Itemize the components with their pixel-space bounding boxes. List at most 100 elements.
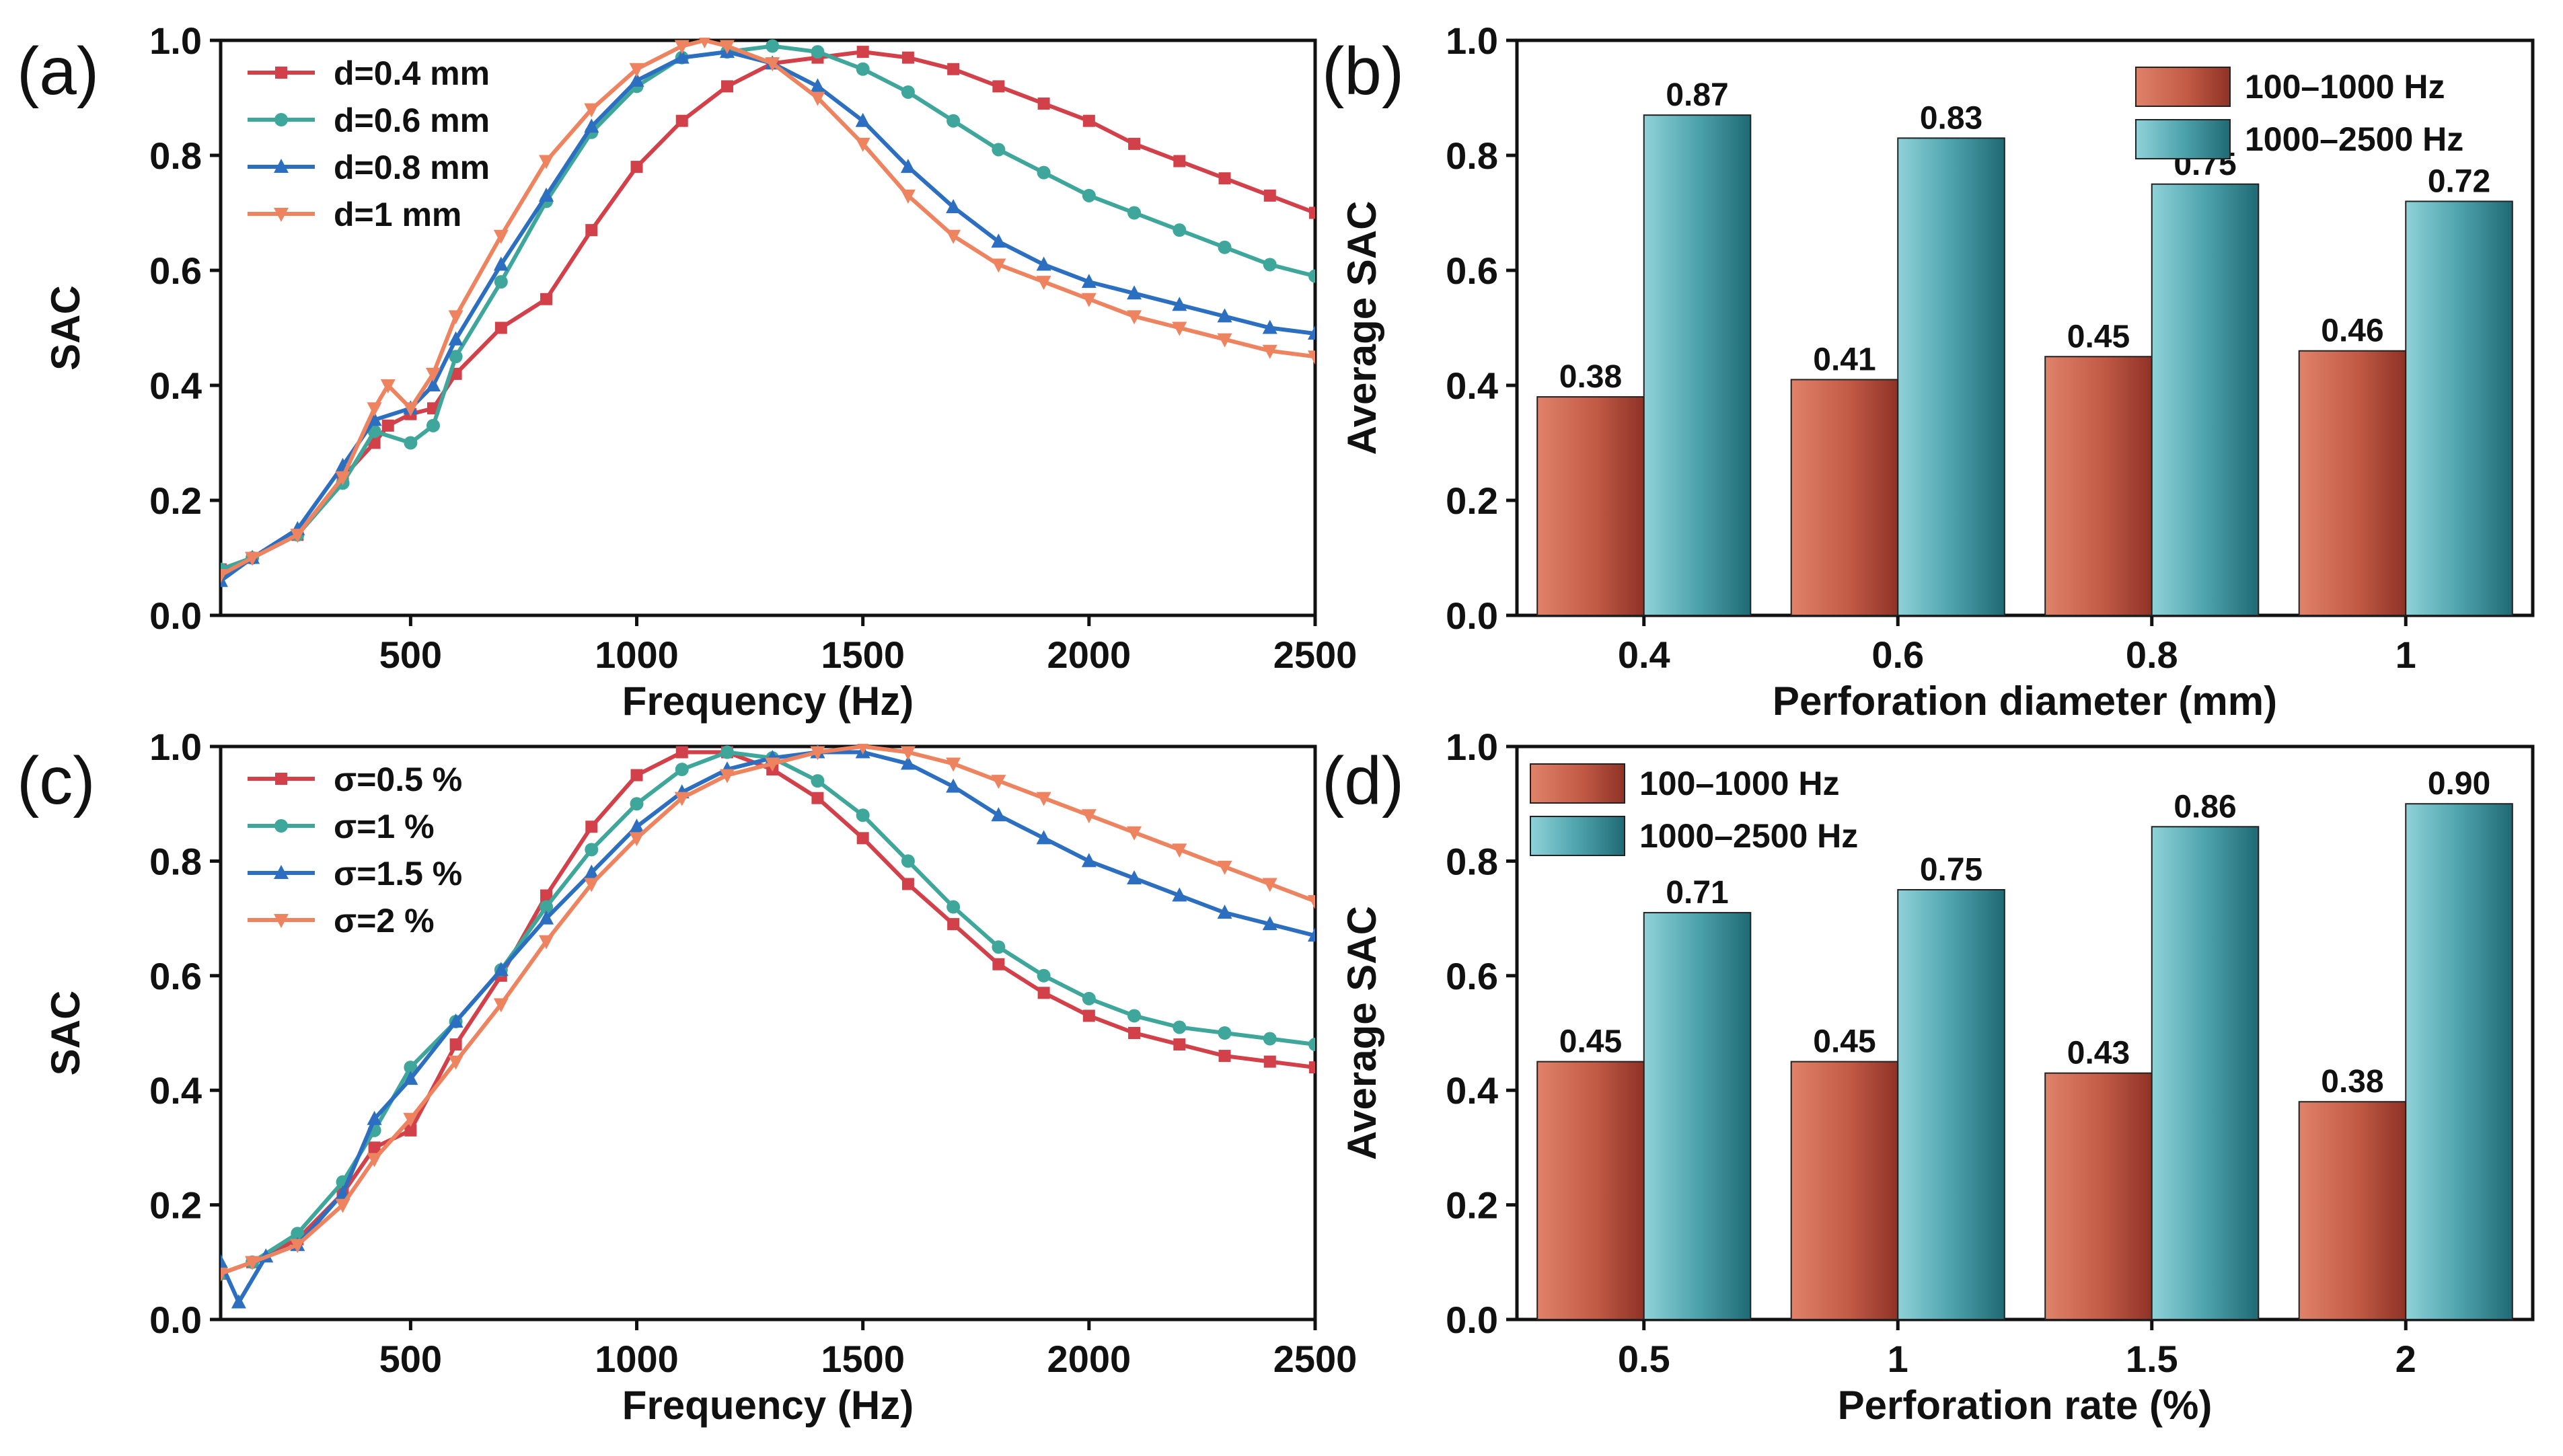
data-point (584, 103, 599, 118)
x-tick-label: 1500 (821, 634, 905, 676)
x-tick-label: 0.8 (2126, 634, 2178, 676)
data-point (404, 1124, 417, 1137)
data-point (1263, 1032, 1277, 1046)
x-tick-label: 0.4 (1618, 634, 1670, 676)
data-point (1127, 826, 1142, 841)
bar (1790, 379, 1899, 616)
data-point (1262, 319, 1277, 334)
bar (2151, 183, 2260, 616)
data-point (1218, 240, 1232, 254)
data-point (449, 350, 463, 364)
data-point (991, 233, 1006, 248)
data-point (585, 820, 598, 833)
data-point (1217, 308, 1232, 323)
data-point (1173, 1038, 1186, 1051)
data-point (1082, 991, 1096, 1005)
data-point (765, 757, 780, 772)
data-point (493, 962, 509, 976)
data-point (720, 745, 734, 759)
data-point (540, 293, 553, 305)
data-point (231, 1294, 246, 1309)
x-tick-label: 500 (379, 634, 442, 676)
legend-swatch (1530, 763, 1625, 804)
data-point (719, 769, 735, 783)
data-point (1308, 325, 1315, 340)
legend-entry: σ=2 % (334, 902, 435, 940)
y-tick-label: 0.6 (149, 250, 202, 292)
bar-value-label: 0.83 (1920, 100, 1982, 136)
data-point (403, 1112, 418, 1127)
data-point (1037, 98, 1050, 110)
data-point (1081, 274, 1097, 289)
data-point (675, 114, 688, 127)
x-tick-label: 0.6 (1871, 634, 1924, 676)
data-point (900, 159, 916, 174)
legend-entry: σ=1.5 % (334, 855, 462, 892)
data-point (720, 80, 733, 93)
bar (2044, 1072, 2153, 1320)
data-point (380, 379, 396, 393)
data-point (630, 797, 644, 811)
y-tick-label: 1.0 (149, 726, 202, 768)
data-point (1218, 1026, 1232, 1040)
bar-value-label: 0.71 (1666, 875, 1728, 911)
data-point (1262, 344, 1277, 359)
data-point (1308, 269, 1315, 283)
bar (1790, 1061, 1899, 1320)
x-tick-label: 1500 (821, 1338, 905, 1380)
data-point (946, 198, 961, 213)
y-tick-label: 1.0 (1446, 20, 1498, 62)
y-tick-label: 0.0 (149, 1299, 202, 1341)
bar (2151, 826, 2260, 1320)
x-tick-label: 1000 (595, 1338, 679, 1380)
data-point (1127, 285, 1142, 300)
series-group (221, 38, 1315, 587)
x-tick-label: 2 (2395, 1338, 2416, 1380)
x-tick-label: 1.5 (2126, 1338, 2178, 1380)
data-point (630, 769, 643, 781)
y-tick-label: 1.0 (149, 20, 202, 62)
plot-frame (219, 744, 1317, 1321)
bar-value-label: 0.38 (2321, 1064, 2383, 1100)
data-point (494, 275, 508, 289)
data-point (810, 78, 825, 93)
data-point (274, 865, 289, 879)
data-point (1308, 1038, 1315, 1052)
x-tick-label: 2000 (1047, 1338, 1131, 1380)
data-point (1036, 792, 1051, 806)
data-point (856, 808, 870, 822)
data-point (629, 72, 644, 87)
y-tick-label: 1.0 (1446, 726, 1498, 768)
data-point (1308, 927, 1315, 942)
legend-entry: 100–1000 Hz (2245, 68, 2445, 106)
y-tick-label: 0.4 (149, 365, 202, 407)
data-point (1263, 258, 1277, 272)
y-axis-title: SAC (43, 285, 88, 371)
data-point (275, 67, 287, 79)
data-point (290, 529, 305, 543)
panel-label: (d) (1322, 743, 1404, 818)
data-point (629, 63, 644, 77)
data-point (855, 112, 870, 127)
data-point (901, 85, 915, 99)
bar-value-label: 0.43 (2067, 1036, 2130, 1071)
y-tick-label: 0.8 (149, 840, 202, 882)
data-point (992, 143, 1006, 157)
bar-value-label: 0.87 (1666, 77, 1728, 113)
data-point (1218, 1050, 1231, 1063)
data-point (811, 792, 824, 804)
data-point (675, 746, 688, 759)
data-point (719, 40, 735, 54)
y-tick-label: 0.4 (149, 1069, 202, 1112)
y-tick-label: 0.0 (149, 595, 202, 637)
data-point (403, 402, 418, 417)
data-point (539, 935, 554, 950)
bar-chart-panel: 0.0 0.2 0.4 0.6 0.8 1.0 Average SAC Perforation… (1322, 20, 2535, 724)
data-point (335, 1185, 350, 1200)
data-point (539, 187, 554, 202)
data-point (493, 998, 509, 1013)
bar-value-label: 0.41 (1813, 342, 1875, 377)
bar-value-label: 0.45 (2067, 319, 2130, 354)
data-point (245, 1256, 260, 1270)
data-point (811, 45, 825, 59)
